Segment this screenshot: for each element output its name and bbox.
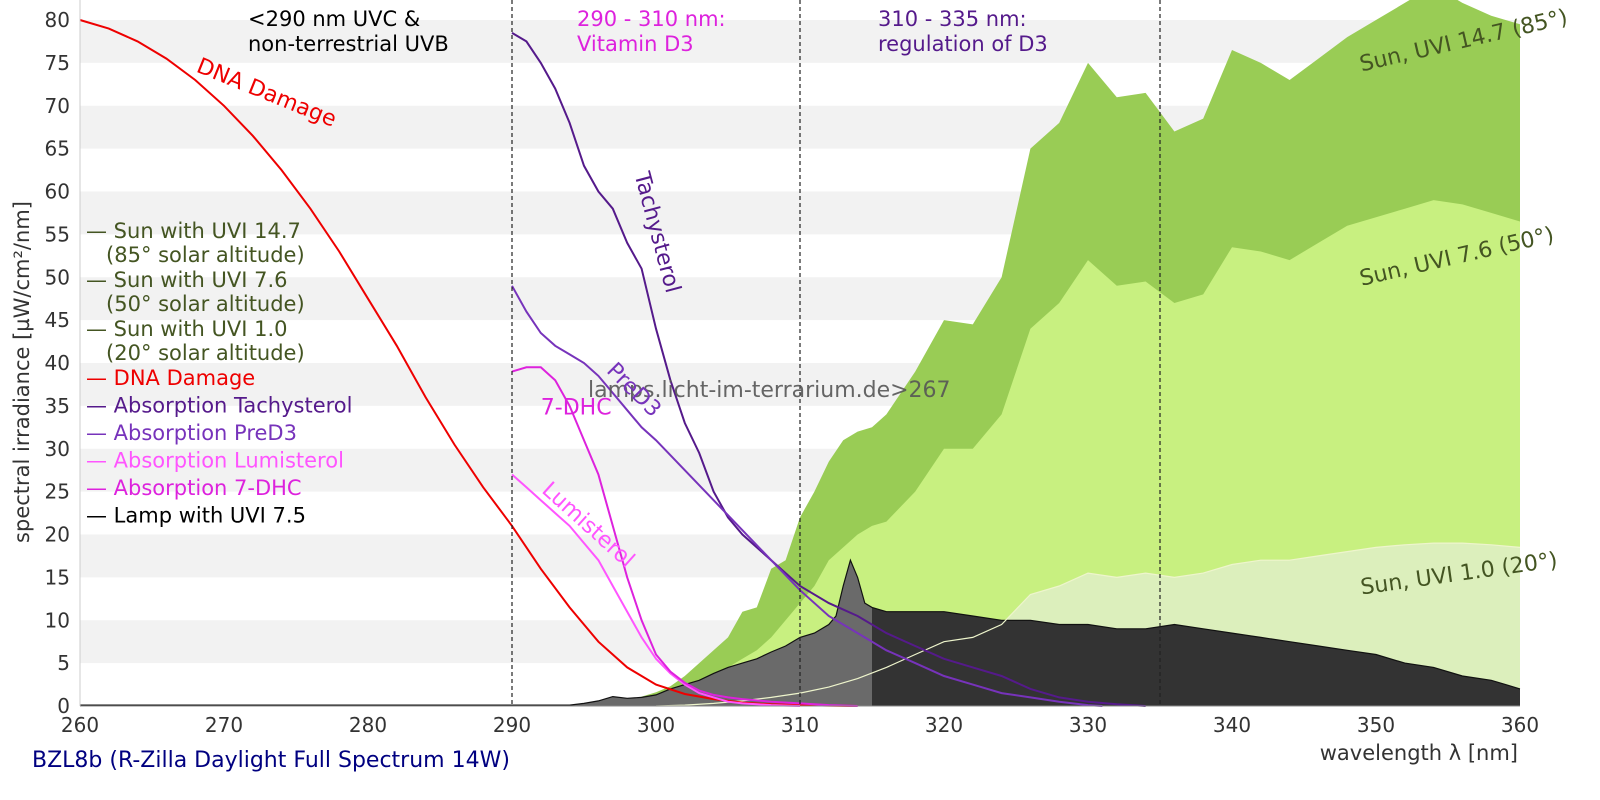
legend-item-line: — DNA Damage [86, 366, 255, 390]
grid-band [80, 20, 1520, 63]
y-tick-label: 30 [45, 437, 70, 461]
pred3-line [511, 285, 1103, 707]
x-tick-label: 360 [1501, 713, 1539, 737]
legend-item-line: (50° solar altitude) [86, 292, 305, 316]
region-dividers [511, 0, 1161, 706]
legend-item-line: — Sun with UVI 7.6 [86, 268, 288, 292]
x-tick-label: 350 [1357, 713, 1395, 737]
tachysterol-line [511, 32, 1146, 707]
legend-item: — Absorption 7-DHC [86, 476, 302, 500]
y-tick-label: 10 [45, 608, 70, 632]
watermark-text: lamps.licht-im-terrarium.de>267 [588, 378, 951, 403]
region-label-line: <290 nm UVC & [248, 7, 420, 31]
curve-annotation: 7-DHC [541, 395, 612, 420]
legend-item-line: — Sun with UVI 14.7 [86, 219, 301, 243]
region-label-line: 310 - 335 nm: [878, 7, 1027, 31]
y-tick-label: 55 [45, 222, 70, 246]
lumisterol-line [511, 473, 801, 707]
y-tick-label: 45 [45, 308, 70, 332]
chart-texts: spectral irradiance [µW/cm²/nm] waveleng… [10, 201, 1518, 773]
legend-item: — Absorption PreD3 [86, 421, 297, 445]
x-tick-label: 330 [1069, 713, 1107, 737]
y-tick-label: 35 [45, 394, 70, 418]
axes [79, 0, 1520, 707]
region-label: 290 - 310 nm: Vitamin D3 [577, 7, 726, 56]
x-tick-label: 310 [781, 713, 819, 737]
legend-item: — Absorption Tachysterol [86, 394, 352, 418]
y-tick-label: 15 [45, 565, 70, 589]
x-tick-label: 320 [925, 713, 963, 737]
legend-item: — Lamp with UVI 7.5 [86, 504, 306, 528]
sun-and-lamp-areas [80, 0, 1521, 707]
region-label-line: regulation of D3 [878, 32, 1048, 56]
y-tick-label: 5 [57, 651, 70, 675]
y-tick-label: 0 [57, 694, 70, 718]
legend-item-line: (85° solar altitude) [86, 243, 305, 267]
legend-item-line: — Sun with UVI 1.0 [86, 317, 288, 341]
lamp-outline [80, 558, 1521, 706]
region-label-line: Vitamin D3 [577, 32, 694, 56]
region-label: 310 - 335 nm: regulation of D3 [878, 7, 1048, 56]
y-tick-label: 70 [45, 94, 70, 118]
legend-item-line: — Absorption 7-DHC [86, 476, 302, 500]
y-tick-label: 60 [45, 180, 70, 204]
region-labels: <290 nm UVC & non-terrestrial UVB 290 - 31… [248, 7, 1048, 56]
absorption-curves [79, 19, 1146, 707]
y-tick-label: 80 [45, 8, 70, 32]
y-tick-label: 75 [45, 51, 70, 75]
tick-labels: 260 270 280 290 300 310 320 330 340 350 360 0 5 10 15 2… [45, 8, 1540, 737]
region-label: <290 nm UVC & non-terrestrial UVB [248, 7, 449, 56]
x-tick-label: 300 [637, 713, 675, 737]
x-tick-label: 270 [205, 713, 243, 737]
x-axis-label: wavelength λ [nm] [1320, 741, 1518, 765]
region-label-line: non-terrestrial UVB [248, 32, 449, 56]
legend-item: — Sun with UVI 7.6 (50° solar altitude) [86, 268, 305, 316]
legend-item: — DNA Damage [86, 366, 255, 390]
y-tick-label: 65 [45, 137, 70, 161]
dhc-line [511, 366, 858, 707]
legend-item-line: — Absorption Lumisterol [86, 449, 344, 473]
x-tick-label: 290 [493, 713, 531, 737]
y-tick-label: 40 [45, 351, 70, 375]
legend-item: — Sun with UVI 1.0 (20° solar altitude) [86, 317, 305, 365]
legend-item: — Sun with UVI 14.7 (85° solar altitude) [86, 219, 305, 267]
legend-item-line: (20° solar altitude) [86, 341, 305, 365]
x-tick-label: 280 [349, 713, 387, 737]
y-tick-label: 25 [45, 480, 70, 504]
chart-caption: BZL8b (R-Zilla Daylight Full Spectrum 14… [32, 748, 510, 773]
x-tick-label: 260 [61, 713, 99, 737]
y-axis-label: spectral irradiance [µW/cm²/nm] [10, 201, 34, 543]
legend-item-line: — Absorption PreD3 [86, 421, 297, 445]
lamp-area-uva [872, 607, 1520, 706]
y-tick-label: 20 [45, 523, 70, 547]
legend-item-line: — Lamp with UVI 7.5 [86, 504, 306, 528]
legend-item: — Absorption Lumisterol [86, 449, 344, 473]
x-tick-label: 340 [1213, 713, 1251, 737]
lamp-area-uvb [80, 560, 872, 706]
region-label-line: 290 - 310 nm: [577, 7, 726, 31]
y-tick-label: 50 [45, 265, 70, 289]
legend: — Sun with UVI 14.7 (85° solar altitude)… [86, 219, 352, 528]
legend-item-line: — Absorption Tachysterol [86, 394, 352, 418]
